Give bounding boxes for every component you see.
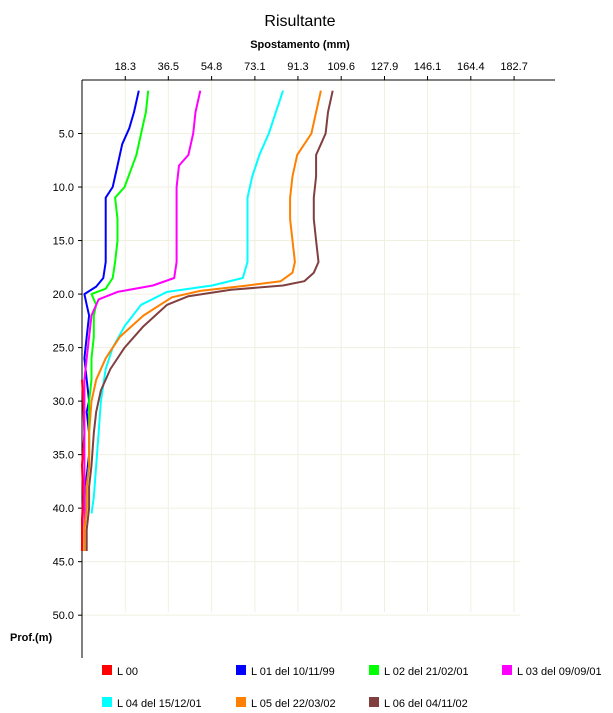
- legend-label-1: L 01 del 10/11/99: [251, 666, 335, 678]
- x-tick-label: 18.3: [115, 61, 136, 73]
- y-tick-label: 35.0: [53, 450, 74, 462]
- axes: 18.3 36.5 54.8 73.1 91.3 109.6 127.9 146.1 164.4…: [53, 61, 555, 658]
- x-axis-label: Spostamento (mm): [250, 39, 350, 51]
- series-line-0: [81, 379, 86, 551]
- legend-label-4: L 04 del 15/12/01: [117, 698, 202, 710]
- y-tick-label: 45.0: [53, 557, 74, 569]
- grid: [82, 80, 520, 616]
- y-tick-label: 25.0: [53, 343, 74, 355]
- legend-swatch-2: [369, 665, 379, 675]
- y-tick-label: 40.0: [53, 503, 74, 515]
- y-axis-label: Prof.(m): [10, 632, 53, 644]
- series-line-1: [83, 90, 140, 551]
- y-tick-label: 30.0: [53, 396, 74, 408]
- legend-label-5: L 05 del 22/03/02: [251, 698, 336, 710]
- x-tick-label: 164.4: [457, 61, 485, 73]
- legend-label-3: L 03 del 09/09/01: [517, 666, 602, 678]
- legend-swatch-3: [502, 665, 512, 675]
- x-tick-label: 146.1: [414, 61, 442, 73]
- y-tick-label: 10.0: [53, 182, 74, 194]
- x-tick-label: 182.7: [500, 61, 528, 73]
- x-tick-label: 54.8: [201, 61, 222, 73]
- x-tick-label: 36.5: [158, 61, 179, 73]
- legend-label-6: L 06 del 04/11/02: [384, 698, 468, 710]
- legend-swatch-4: [102, 697, 112, 707]
- y-tick-label: 20.0: [53, 289, 74, 301]
- legend-label-2: L 02 del 21/02/01: [384, 666, 469, 678]
- x-tick-label: 91.3: [287, 61, 308, 73]
- x-tick-label: 109.6: [327, 61, 355, 73]
- x-tick-label: 127.9: [371, 61, 399, 73]
- legend: L 00 L 01 del 10/11/99 L 02 del 21/02/01 L …: [102, 665, 602, 710]
- legend-swatch-6: [369, 697, 379, 707]
- chart-title: Risultante: [264, 13, 335, 30]
- y-tick-label: 50.0: [53, 610, 74, 622]
- legend-swatch-5: [236, 697, 246, 707]
- x-tick-label: 73.1: [244, 61, 265, 73]
- legend-label-0: L 00: [117, 666, 138, 678]
- y-tick-label: 15.0: [53, 236, 74, 248]
- y-tick-label: 5.0: [59, 129, 74, 141]
- series-lines: [81, 90, 334, 551]
- series-line-4: [90, 90, 284, 514]
- legend-swatch-1: [236, 665, 246, 675]
- series-line-6: [85, 90, 334, 551]
- series-line-3: [83, 90, 202, 541]
- series-line-5: [83, 90, 322, 551]
- legend-swatch-0: [102, 665, 112, 675]
